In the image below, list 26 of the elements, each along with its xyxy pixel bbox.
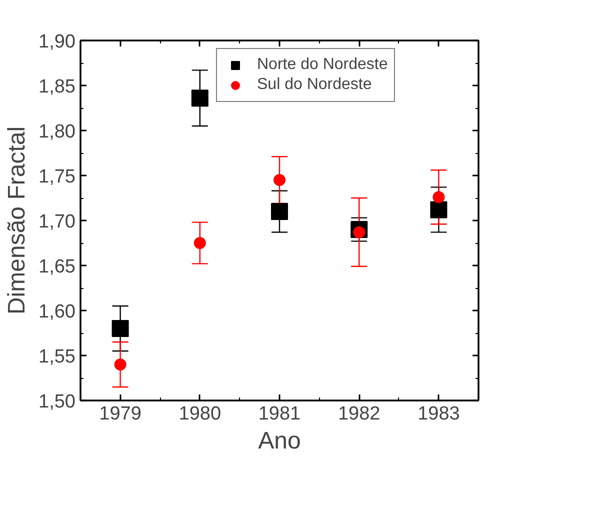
legend-label: Sul do Nordeste bbox=[257, 76, 372, 94]
y-tick-label: 1,75 bbox=[38, 166, 76, 188]
y-tick-label: 1,65 bbox=[38, 256, 76, 278]
y-tick-label: 1,60 bbox=[38, 302, 76, 322]
x-tick-label: 1979 bbox=[99, 404, 142, 424]
legend-label: Norte do Nordeste bbox=[257, 56, 388, 74]
point bbox=[271, 203, 288, 220]
x-tick-label: 1983 bbox=[418, 404, 460, 424]
point bbox=[191, 90, 208, 107]
x-axis-title: Ano bbox=[258, 428, 301, 454]
x-tick-label: 1980 bbox=[178, 404, 222, 424]
point bbox=[112, 320, 129, 337]
point bbox=[194, 237, 206, 249]
y-tick-label: 1,80 bbox=[38, 122, 76, 142]
y-axis-title: Dimensão Fractal bbox=[4, 126, 31, 315]
point bbox=[430, 201, 448, 218]
y-tick-label: 1,70 bbox=[38, 212, 76, 232]
x-tick-label: 1982 bbox=[338, 404, 380, 424]
x-tick-label: 1981 bbox=[258, 404, 301, 424]
y-tick-label: 1,50 bbox=[38, 392, 76, 412]
y-tick-label: 1,90 bbox=[38, 32, 76, 52]
point bbox=[274, 174, 286, 186]
y-tick-label: 1,85 bbox=[38, 76, 76, 98]
point bbox=[432, 191, 445, 204]
y-tick-label: 1,55 bbox=[38, 346, 76, 368]
point bbox=[114, 358, 126, 370]
